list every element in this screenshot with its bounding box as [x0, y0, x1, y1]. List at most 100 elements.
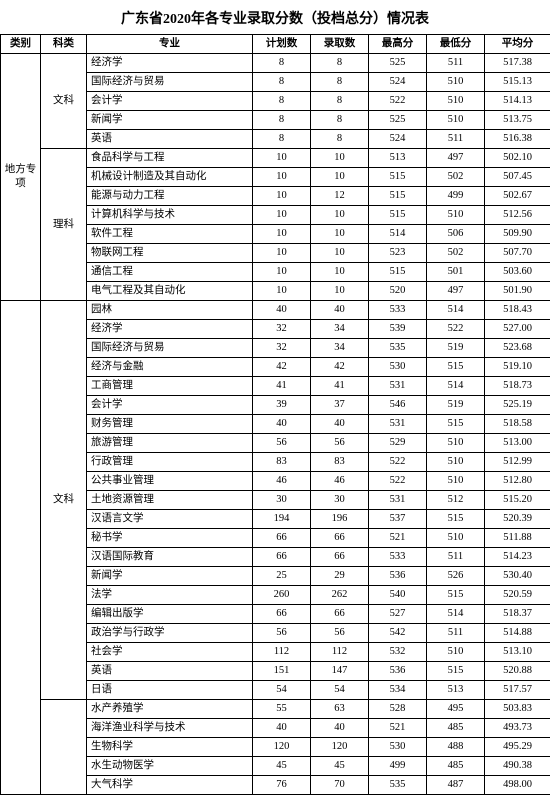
cell: 40	[253, 415, 311, 434]
cell: 531	[369, 415, 427, 434]
cell: 8	[311, 111, 369, 130]
cell: 56	[253, 434, 311, 453]
cell: 539	[369, 320, 427, 339]
cell: 旅游管理	[87, 434, 253, 453]
cell: 新闻学	[87, 111, 253, 130]
cell: 519	[427, 339, 485, 358]
cell: 511	[427, 624, 485, 643]
cell: 515	[427, 662, 485, 681]
cell: 120	[253, 738, 311, 757]
score-table: 类别 科类 专业 计划数 录取数 最高分 最低分 平均分 地方专项文科经济学88…	[0, 34, 550, 795]
cell: 535	[369, 339, 427, 358]
cell: 机械设计制造及其自动化	[87, 168, 253, 187]
cell: 510	[427, 92, 485, 111]
cell: 499	[427, 187, 485, 206]
cell: 262	[311, 586, 369, 605]
cell: 514.23	[485, 548, 550, 567]
cell: 汉语言文学	[87, 510, 253, 529]
cell: 国际经济与贸易	[87, 73, 253, 92]
header-subject: 科类	[41, 35, 87, 54]
cell: 土地资源管理	[87, 491, 253, 510]
cell: 经济与金融	[87, 358, 253, 377]
cell: 8	[253, 92, 311, 111]
cell: 518.37	[485, 605, 550, 624]
cell: 新闻学	[87, 567, 253, 586]
cell: 70	[311, 776, 369, 795]
cell: 大气科学	[87, 776, 253, 795]
cell: 498.00	[485, 776, 550, 795]
subject-wen1: 文科	[41, 54, 87, 149]
cell: 515	[427, 510, 485, 529]
cell: 488	[427, 738, 485, 757]
cell: 66	[311, 529, 369, 548]
cell: 532	[369, 643, 427, 662]
cell: 526	[427, 567, 485, 586]
cell: 10	[253, 149, 311, 168]
cell: 516.38	[485, 130, 550, 149]
category-main	[1, 301, 41, 795]
cell: 546	[369, 396, 427, 415]
cell: 10	[253, 206, 311, 225]
cell: 国际经济与贸易	[87, 339, 253, 358]
cell: 8	[253, 130, 311, 149]
cell: 510	[427, 529, 485, 548]
cell: 510	[427, 434, 485, 453]
cell: 8	[311, 130, 369, 149]
cell: 510	[427, 206, 485, 225]
cell: 510	[427, 453, 485, 472]
cell: 45	[311, 757, 369, 776]
cell: 公共事业管理	[87, 472, 253, 491]
cell: 66	[311, 548, 369, 567]
cell: 通信工程	[87, 263, 253, 282]
cell: 秘书学	[87, 529, 253, 548]
cell: 法学	[87, 586, 253, 605]
cell: 32	[253, 339, 311, 358]
subject-wen2: 文科	[41, 301, 87, 700]
cell: 518.73	[485, 377, 550, 396]
cell: 512.56	[485, 206, 550, 225]
cell: 151	[253, 662, 311, 681]
cell: 32	[253, 320, 311, 339]
cell: 66	[253, 529, 311, 548]
cell: 513	[427, 681, 485, 700]
cell: 260	[253, 586, 311, 605]
cell: 515	[427, 358, 485, 377]
cell: 515.13	[485, 73, 550, 92]
table-row: 水产养殖学5563528495503.83	[1, 700, 550, 719]
cell: 530.40	[485, 567, 550, 586]
cell: 501	[427, 263, 485, 282]
cell: 522	[369, 472, 427, 491]
cell: 514	[427, 377, 485, 396]
cell: 56	[311, 434, 369, 453]
cell: 510	[427, 643, 485, 662]
cell: 水产养殖学	[87, 700, 253, 719]
cell: 536	[369, 567, 427, 586]
cell: 511.88	[485, 529, 550, 548]
cell: 510	[427, 472, 485, 491]
cell: 523.68	[485, 339, 550, 358]
cell: 540	[369, 586, 427, 605]
cell: 524	[369, 73, 427, 92]
cell: 519.10	[485, 358, 550, 377]
cell: 40	[311, 415, 369, 434]
cell: 527	[369, 605, 427, 624]
cell: 514.88	[485, 624, 550, 643]
cell: 147	[311, 662, 369, 681]
cell: 英语	[87, 662, 253, 681]
cell: 社会学	[87, 643, 253, 662]
cell: 25	[253, 567, 311, 586]
cell: 524	[369, 130, 427, 149]
cell: 日语	[87, 681, 253, 700]
header-admit: 录取数	[311, 35, 369, 54]
cell: 514	[369, 225, 427, 244]
cell: 515	[369, 187, 427, 206]
cell: 533	[369, 548, 427, 567]
cell: 56	[253, 624, 311, 643]
cell: 501.90	[485, 282, 550, 301]
cell: 534	[369, 681, 427, 700]
cell: 8	[253, 111, 311, 130]
cell: 39	[253, 396, 311, 415]
cell: 511	[427, 54, 485, 73]
cell: 8	[253, 54, 311, 73]
cell: 46	[253, 472, 311, 491]
